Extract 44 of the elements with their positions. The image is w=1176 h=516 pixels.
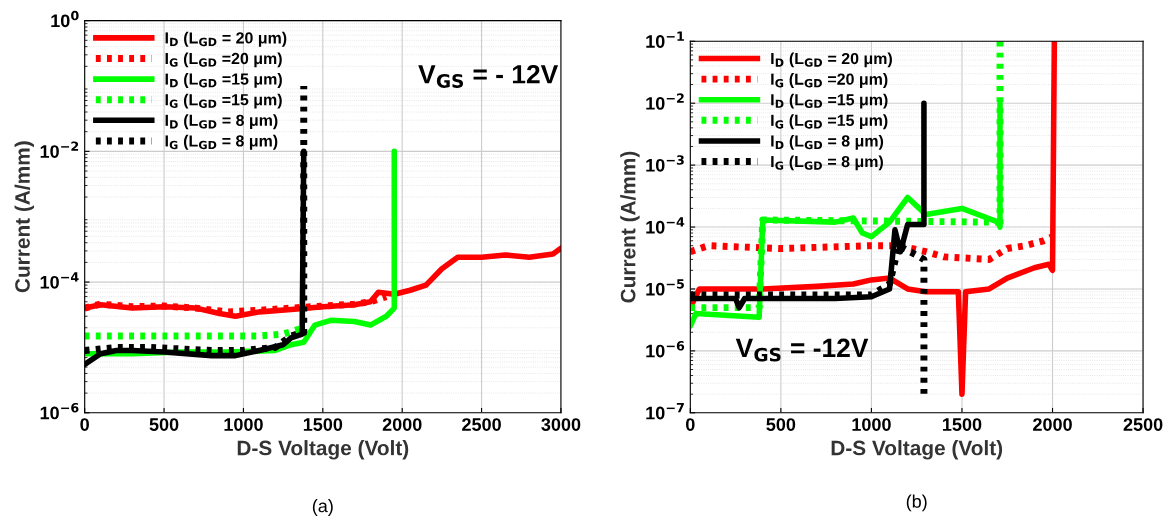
x-tick-label: 2000 [1033, 418, 1072, 431]
y-axis-title: Current (A/mm) [620, 151, 640, 303]
y-tick-label: 10$^{−6}$ [646, 340, 685, 358]
legend-label: I$_{G}$ (L$_{GD}$ =15 μm) [771, 114, 888, 130]
y-tick-label: 10$^{−2}$ [646, 93, 684, 110]
y-tick-label: 10$^{−2}$ [40, 141, 79, 158]
legend-label: I$_{G}$ (L$_{GD}$ = 8 μm) [771, 155, 883, 171]
y-tick-label: 10$^{0}$ [51, 10, 79, 28]
legend-label: I$_{D}$ (L$_{GD}$ = 20 μm) [771, 52, 892, 68]
legend-label: I$_{G}$ (L$_{GD}$ =20 μm) [771, 73, 888, 88]
y-tick-label: 10$^{−4}$ [646, 217, 685, 234]
x-tick-label: 1000 [224, 418, 263, 431]
legend-label: I$_{D}$ (L$_{GD}$ = 20 μm) [165, 31, 287, 47]
y-tick-label: 10$^{−1}$ [646, 31, 684, 48]
legend-label: I$_{D}$ (L$_{GD}$ =15 μm) [771, 93, 888, 109]
y-tick-label: 10$^{−5}$ [646, 279, 684, 296]
y-tick-label: 10$^{−4}$ [40, 272, 79, 289]
y-axis-title: Current (A/mm) [14, 141, 34, 293]
annotation: V$_{GS}$ = - 12V [418, 64, 559, 88]
legend-label: I$_{D}$ (L$_{GD}$ = 8 μm) [771, 134, 884, 150]
text: (a) [312, 499, 333, 516]
x-tick-label: 2500 [462, 418, 501, 431]
x-tick-label: 1500 [303, 418, 343, 431]
x-tick-label: 500 [149, 418, 179, 431]
x-tick-label: 2500 [1123, 418, 1163, 431]
legend-label: I$_{G}$ (L$_{GD}$ =20 μm) [165, 52, 282, 68]
legend-label: I$_{D}$ (L$_{GD}$ = 8 μm) [165, 114, 278, 130]
y-tick-label: 10$^{−7}$ [646, 403, 684, 420]
x-tick-label: 500 [766, 418, 796, 431]
y-tick-label: 10$^{−6}$ [40, 402, 79, 420]
x-tick-label: 0 [686, 418, 695, 431]
annotation: V$_{GS}$ = -12V [735, 338, 869, 362]
legend-label: I$_{D}$ (L$_{GD}$ =15 μm) [165, 73, 282, 88]
x-tick-label: 0 [80, 418, 89, 431]
text: (b) [906, 494, 927, 512]
x-axis-title: D-S Voltage (Volt) [831, 440, 1003, 460]
x-tick-label: 2000 [382, 418, 422, 431]
x-tick-label: 1500 [943, 418, 982, 431]
legend-label: I$_{G}$ (L$_{GD}$ = 8 μm) [165, 134, 278, 150]
y-tick-label: 10$^{−3}$ [646, 155, 684, 172]
x-axis-title: D-S Voltage (Volt) [237, 440, 409, 460]
legend-label: I$_{G}$ (L$_{GD}$ =15 μm) [165, 93, 282, 109]
x-tick-label: 3000 [541, 418, 581, 431]
x-tick-label: 1000 [852, 418, 891, 431]
